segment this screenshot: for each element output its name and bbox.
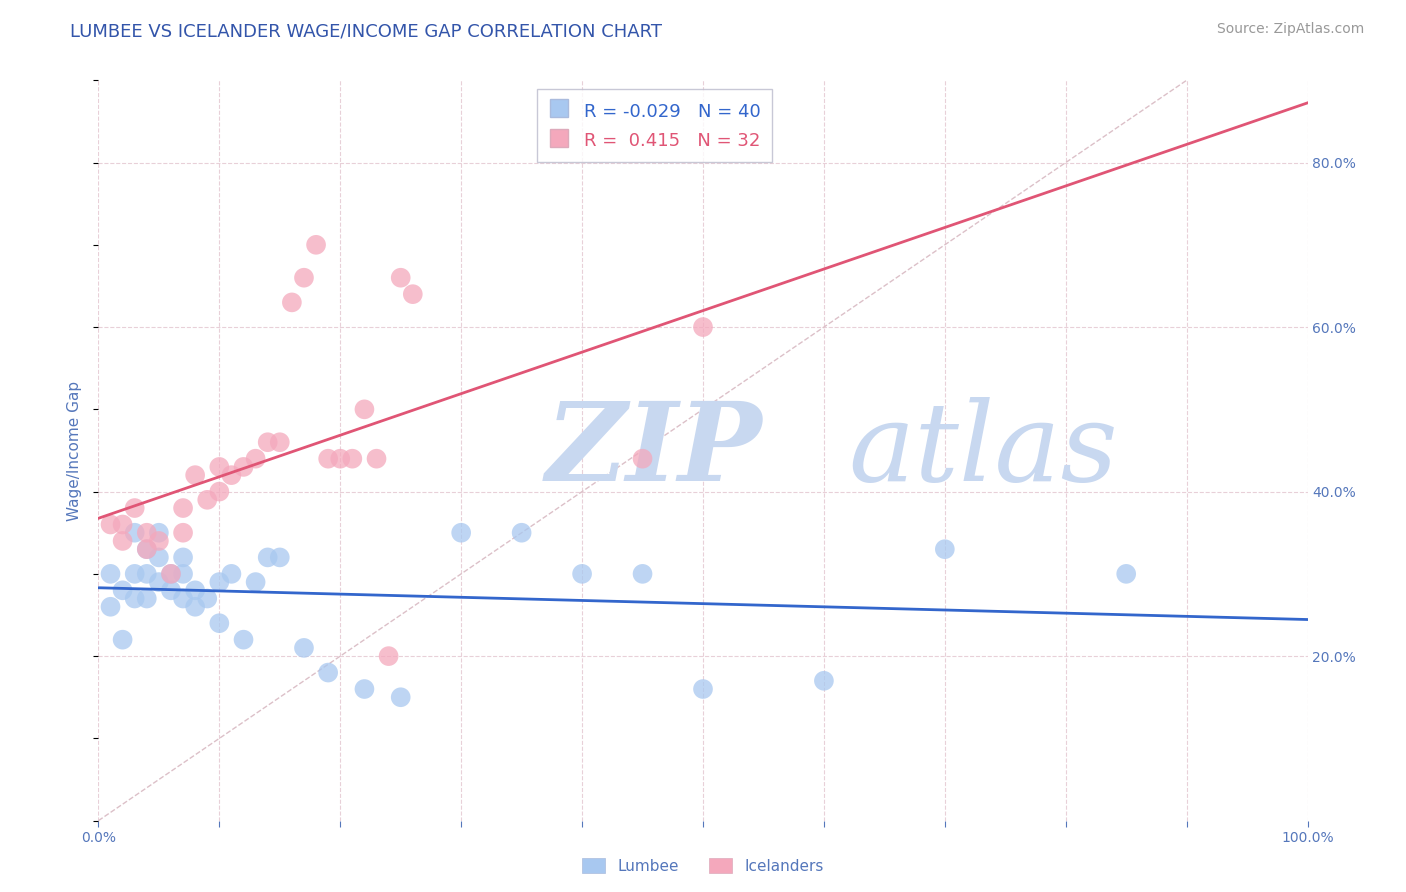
Point xyxy=(353,681,375,696)
Point xyxy=(135,566,157,581)
Point xyxy=(148,575,170,590)
Point xyxy=(377,649,399,664)
Point xyxy=(172,566,194,581)
Point xyxy=(111,533,134,548)
Point xyxy=(111,632,134,647)
Point xyxy=(195,591,218,606)
Text: LUMBEE VS ICELANDER WAGE/INCOME GAP CORRELATION CHART: LUMBEE VS ICELANDER WAGE/INCOME GAP CORR… xyxy=(70,22,662,40)
Point xyxy=(571,566,593,581)
Point xyxy=(208,575,231,590)
Text: Source: ZipAtlas.com: Source: ZipAtlas.com xyxy=(1216,22,1364,37)
Point xyxy=(111,517,134,532)
Point xyxy=(111,583,134,598)
Point xyxy=(305,237,328,252)
Point xyxy=(184,468,207,483)
Point xyxy=(256,435,278,450)
Legend: Lumbee, Icelanders: Lumbee, Icelanders xyxy=(576,852,830,880)
Point xyxy=(124,525,146,540)
Point xyxy=(316,451,339,466)
Point xyxy=(208,484,231,499)
Point xyxy=(160,583,183,598)
Point xyxy=(172,550,194,565)
Text: ZIP: ZIP xyxy=(546,397,762,504)
Point xyxy=(245,451,267,466)
Point xyxy=(124,591,146,606)
Point xyxy=(100,566,122,581)
Point xyxy=(389,690,412,705)
Point xyxy=(100,517,122,532)
Point xyxy=(124,501,146,516)
Point xyxy=(172,525,194,540)
Point xyxy=(135,591,157,606)
Point xyxy=(148,550,170,565)
Point xyxy=(269,435,291,450)
Point xyxy=(402,287,425,301)
Point xyxy=(1115,566,1137,581)
Point xyxy=(631,451,654,466)
Point xyxy=(366,451,388,466)
Point xyxy=(389,270,412,285)
Point xyxy=(148,533,170,548)
Point xyxy=(124,566,146,581)
Legend: R = -0.029   N = 40, R =  0.415   N = 32: R = -0.029 N = 40, R = 0.415 N = 32 xyxy=(537,89,772,161)
Point xyxy=(135,542,157,557)
Point xyxy=(148,525,170,540)
Point xyxy=(245,575,267,590)
Point xyxy=(172,501,194,516)
Point xyxy=(292,640,315,655)
Point xyxy=(342,451,364,466)
Point xyxy=(221,468,243,483)
Point xyxy=(329,451,352,466)
Point xyxy=(450,525,472,540)
Point xyxy=(316,665,339,680)
Point xyxy=(221,566,243,581)
Point xyxy=(208,616,231,631)
Point xyxy=(232,632,254,647)
Point xyxy=(269,550,291,565)
Point xyxy=(160,566,183,581)
Point xyxy=(692,681,714,696)
Point xyxy=(172,591,194,606)
Point xyxy=(195,492,218,507)
Point xyxy=(510,525,533,540)
Text: atlas: atlas xyxy=(848,397,1118,504)
Point xyxy=(184,583,207,598)
Point xyxy=(232,459,254,474)
Point xyxy=(256,550,278,565)
Point xyxy=(184,599,207,614)
Point xyxy=(934,542,956,557)
Point xyxy=(292,270,315,285)
Point xyxy=(353,402,375,417)
Point xyxy=(135,542,157,557)
Point xyxy=(208,459,231,474)
Point xyxy=(100,599,122,614)
Point xyxy=(813,673,835,688)
Point xyxy=(281,295,304,310)
Point xyxy=(135,525,157,540)
Point xyxy=(631,566,654,581)
Point xyxy=(692,320,714,334)
Y-axis label: Wage/Income Gap: Wage/Income Gap xyxy=(67,380,83,521)
Point xyxy=(160,566,183,581)
